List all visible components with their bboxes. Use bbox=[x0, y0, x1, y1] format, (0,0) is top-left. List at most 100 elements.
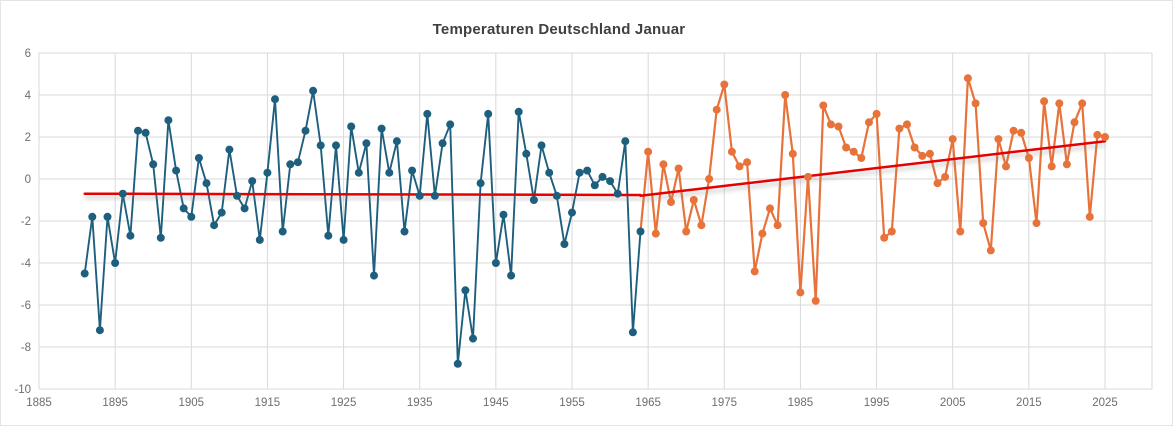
data-point bbox=[1093, 130, 1102, 139]
data-point bbox=[621, 137, 630, 146]
x-tick-label: 2015 bbox=[1016, 397, 1042, 409]
x-tick-label: 1945 bbox=[483, 397, 509, 409]
data-point bbox=[309, 86, 318, 95]
data-point bbox=[560, 240, 569, 249]
data-point bbox=[202, 179, 211, 188]
y-tick-label: -10 bbox=[14, 384, 31, 396]
data-point bbox=[537, 141, 546, 150]
data-point bbox=[1009, 126, 1018, 135]
data-point bbox=[240, 204, 249, 213]
data-point bbox=[217, 208, 226, 217]
data-point bbox=[986, 246, 995, 255]
data-point bbox=[95, 326, 104, 335]
x-tick-label: 1935 bbox=[407, 397, 433, 409]
data-point bbox=[354, 168, 363, 177]
data-point bbox=[948, 135, 957, 144]
data-point bbox=[887, 227, 896, 236]
series-late-line bbox=[639, 77, 1107, 302]
x-tick-label: 1975 bbox=[711, 397, 737, 409]
x-tick-label: 1885 bbox=[26, 397, 52, 409]
data-point bbox=[552, 191, 561, 200]
data-point bbox=[758, 229, 767, 238]
data-point bbox=[80, 269, 89, 278]
data-point bbox=[415, 191, 424, 200]
data-point bbox=[583, 166, 592, 175]
data-point bbox=[613, 189, 622, 198]
x-tick-label: 1965 bbox=[635, 397, 661, 409]
data-point bbox=[301, 126, 310, 135]
data-point bbox=[1017, 128, 1026, 137]
data-point bbox=[248, 177, 257, 186]
data-point bbox=[781, 91, 790, 99]
data-point bbox=[278, 227, 287, 236]
data-point bbox=[773, 221, 782, 230]
data-point bbox=[1002, 162, 1010, 171]
data-point bbox=[187, 212, 196, 221]
data-point bbox=[811, 296, 820, 305]
data-point bbox=[141, 128, 150, 137]
data-point bbox=[271, 95, 279, 104]
data-point bbox=[225, 145, 234, 154]
y-tick-label: -8 bbox=[21, 342, 31, 354]
x-tick-label: 1925 bbox=[331, 397, 357, 409]
data-point bbox=[628, 328, 637, 337]
data-point bbox=[636, 227, 645, 236]
data-point bbox=[103, 212, 112, 221]
data-point bbox=[1078, 99, 1087, 108]
data-point bbox=[651, 229, 660, 238]
data-point bbox=[438, 139, 447, 148]
data-point bbox=[674, 164, 683, 173]
gridlines bbox=[38, 52, 1153, 390]
data-point bbox=[255, 235, 264, 244]
data-point bbox=[507, 271, 516, 280]
data-point bbox=[720, 80, 729, 89]
y-tick-label: -4 bbox=[21, 258, 32, 270]
data-point bbox=[362, 139, 371, 148]
data-point bbox=[134, 126, 142, 135]
data-point bbox=[804, 172, 812, 181]
data-point bbox=[788, 149, 797, 158]
data-point bbox=[156, 233, 165, 242]
x-tick-label: 2005 bbox=[940, 397, 966, 409]
data-point bbox=[743, 158, 752, 167]
data-point bbox=[796, 288, 805, 297]
data-point bbox=[400, 227, 409, 236]
trend-line-late bbox=[639, 139, 1107, 198]
data-point bbox=[606, 177, 615, 186]
x-tick-label: 1895 bbox=[102, 397, 128, 409]
data-point bbox=[933, 179, 942, 188]
data-point bbox=[316, 141, 325, 150]
data-point bbox=[484, 109, 493, 118]
data-point bbox=[659, 160, 668, 169]
data-point bbox=[918, 151, 927, 160]
data-point bbox=[1040, 97, 1049, 106]
data-point bbox=[118, 189, 127, 198]
data-point bbox=[644, 147, 653, 156]
data-point bbox=[126, 231, 135, 240]
data-point bbox=[385, 168, 394, 177]
data-point bbox=[979, 219, 988, 228]
x-tick-label: 2025 bbox=[1092, 397, 1118, 409]
data-point bbox=[994, 135, 1003, 144]
data-point bbox=[545, 168, 554, 177]
x-axis-labels: 1885 1895 1905 1915 1925 1935 1945 1955 1965 1975… bbox=[26, 397, 1118, 409]
data-point bbox=[971, 99, 980, 108]
data-point bbox=[766, 204, 774, 213]
y-tick-label: 4 bbox=[25, 90, 32, 102]
data-point bbox=[705, 175, 714, 183]
data-point bbox=[423, 109, 432, 118]
trend-line-early bbox=[83, 192, 642, 197]
data-point bbox=[392, 137, 401, 146]
data-point bbox=[194, 154, 203, 162]
data-point bbox=[1032, 219, 1041, 228]
data-point bbox=[712, 105, 721, 114]
data-point bbox=[903, 120, 911, 129]
x-tick-label: 1985 bbox=[788, 397, 814, 409]
data-point bbox=[910, 143, 919, 152]
data-point bbox=[461, 286, 470, 295]
data-point bbox=[1101, 133, 1109, 141]
data-point bbox=[293, 158, 302, 167]
data-point bbox=[1047, 162, 1056, 171]
data-point bbox=[149, 160, 158, 169]
